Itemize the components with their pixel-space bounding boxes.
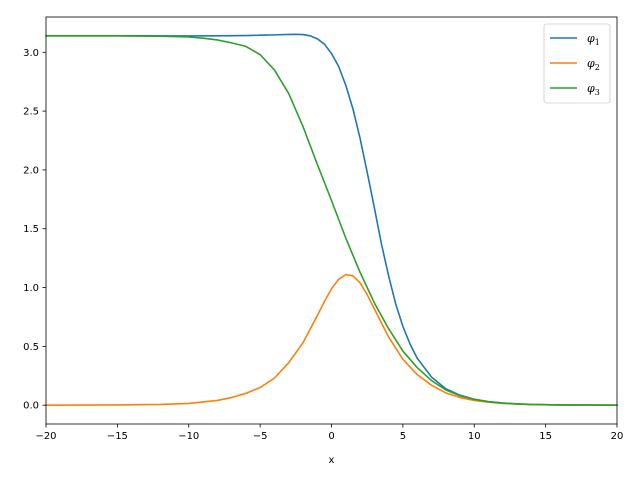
legend-label-symbol: φ [587,82,595,95]
x-tick-label: 0 [328,431,334,442]
series-line-phi-2 [45,273,618,406]
legend-label-subscript: 2 [595,63,600,72]
x-axis-label: x [329,455,335,466]
legend-label-phi-1: φ1 [587,32,600,47]
legend-label-phi-2: φ2 [587,57,600,72]
x-tick-label: 15 [539,431,552,442]
series-line-phi-1 [45,33,618,406]
y-tick-label: 2.0 [23,165,39,176]
x-axis-ticks: −20 −15 −10 −5 0 5 10 15 20 [35,424,623,442]
series-layer [45,33,618,406]
x-tick-label: 20 [611,431,624,442]
y-tick-label: 3.0 [23,48,39,59]
x-tick-label: 5 [400,431,406,442]
series-line-phi-3 [45,35,618,406]
y-tick-label: 1.0 [23,283,39,294]
x-tick-label: −10 [178,431,199,442]
legend-label-subscript: 3 [595,88,600,97]
x-tick-label: −5 [253,431,268,442]
legend-label-phi-3: φ3 [587,82,600,97]
x-tick-label: −20 [35,431,56,442]
x-tick-label: −15 [107,431,128,442]
legend-label-symbol: φ [587,32,595,45]
x-tick-label: 10 [468,431,481,442]
y-tick-label: 2.5 [23,107,39,118]
y-axis-ticks: 0.0 0.5 1.0 1.5 2.0 2.5 3.0 [23,48,46,412]
y-tick-label: 0.5 [23,342,39,353]
y-tick-label: 1.5 [23,224,39,235]
legend-label-subscript: 1 [595,38,600,47]
y-tick-label: 0.0 [23,401,39,412]
legend-label-symbol: φ [587,57,595,70]
plot-frame [45,16,618,425]
